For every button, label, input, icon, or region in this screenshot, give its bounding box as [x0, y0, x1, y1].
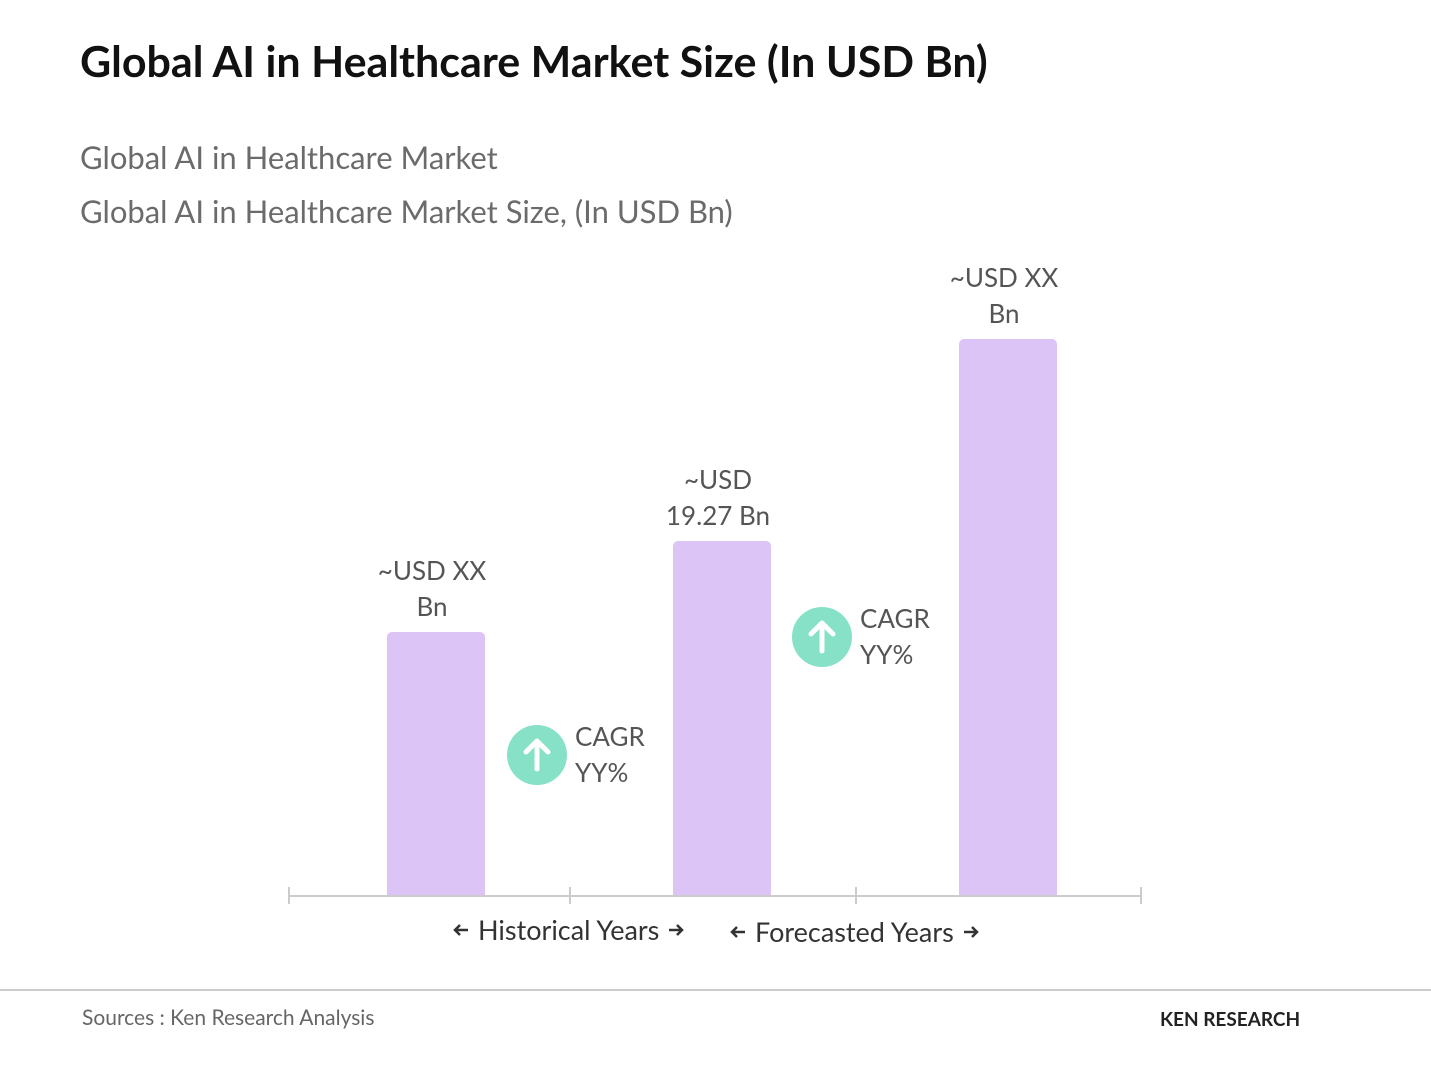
- bar: [673, 541, 771, 895]
- cagr-icon: [792, 607, 852, 667]
- period-label: Forecasted Years: [729, 915, 980, 948]
- divider: [0, 989, 1431, 991]
- cagr-label: CAGR YY%: [575, 720, 645, 788]
- chart-title: Global AI in Healthcare Market Size (In …: [80, 36, 988, 87]
- period-text: Forecasted Years: [755, 915, 954, 948]
- subtitle: Global AI in Healthcare Market Size, (In…: [80, 192, 733, 230]
- arrow-left: [730, 925, 745, 938]
- bar: [387, 631, 485, 895]
- arrow-right: [669, 923, 685, 936]
- value-label: ~USD XX Bn: [377, 553, 487, 622]
- cagr-label: CAGR YY%: [860, 602, 930, 670]
- cagr-icon: [507, 725, 567, 785]
- arrow-left: [453, 923, 468, 936]
- period-text: Historical Years: [478, 913, 660, 946]
- logo: KEN RESEARCH: [1160, 1008, 1301, 1031]
- subtitle: Global AI in Healthcare Market: [80, 138, 498, 176]
- value-label: ~USD XX Bn: [949, 261, 1059, 329]
- up-arrow: [808, 620, 836, 654]
- period-label: Historical Years: [452, 913, 685, 946]
- up-arrow: [523, 738, 551, 772]
- bar: [959, 339, 1057, 895]
- source: Sources : Ken Research Analysis: [82, 1005, 375, 1030]
- arrow-right: [963, 925, 979, 938]
- value-label: ~USD 19.27 Bn: [665, 463, 771, 532]
